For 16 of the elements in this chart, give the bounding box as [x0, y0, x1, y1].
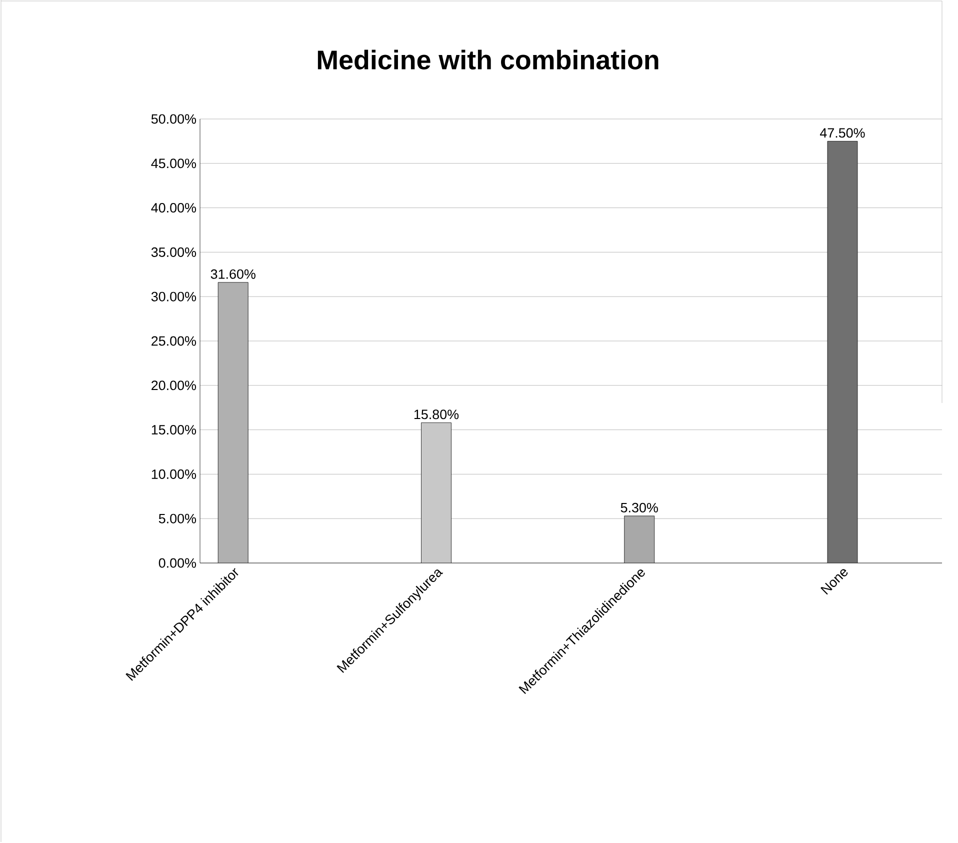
y-tick-label: 30.00%: [151, 292, 196, 302]
y-tick-label: 35.00%: [151, 247, 196, 257]
chart-title: Medicine with combination: [318, 50, 658, 70]
y-tick-label: 5.00%: [158, 514, 196, 524]
data-label: 5.30%: [620, 502, 658, 512]
y-tick-label: 10.00%: [152, 469, 196, 479]
y-tick-label: 15.00%: [152, 425, 196, 435]
y-tick-label: 0.00%: [158, 558, 196, 568]
y-tick-label: 45.00%: [151, 158, 196, 168]
y-tick-label: 50.00%: [151, 114, 196, 124]
y-tick-label: 40.00%: [151, 203, 196, 213]
data-label: 47.50%: [820, 128, 865, 138]
data-label: 15.80%: [414, 410, 459, 420]
y-tick-label: 25.00%: [152, 336, 196, 346]
y-tick-label: 20.00%: [152, 380, 196, 390]
data-label: 31.60%: [210, 269, 256, 279]
